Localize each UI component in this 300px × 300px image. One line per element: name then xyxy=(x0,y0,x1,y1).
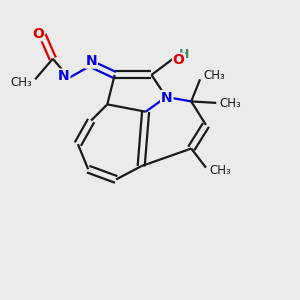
Text: O: O xyxy=(32,27,44,41)
Text: N: N xyxy=(161,91,172,105)
Text: CH₃: CH₃ xyxy=(209,164,231,177)
Text: CH₃: CH₃ xyxy=(204,69,225,82)
Text: CH₃: CH₃ xyxy=(220,97,242,110)
Text: O: O xyxy=(172,53,184,67)
Text: CH₃: CH₃ xyxy=(10,76,32,89)
Text: N: N xyxy=(58,69,70,83)
Text: N: N xyxy=(85,54,97,68)
Text: H: H xyxy=(179,48,189,61)
